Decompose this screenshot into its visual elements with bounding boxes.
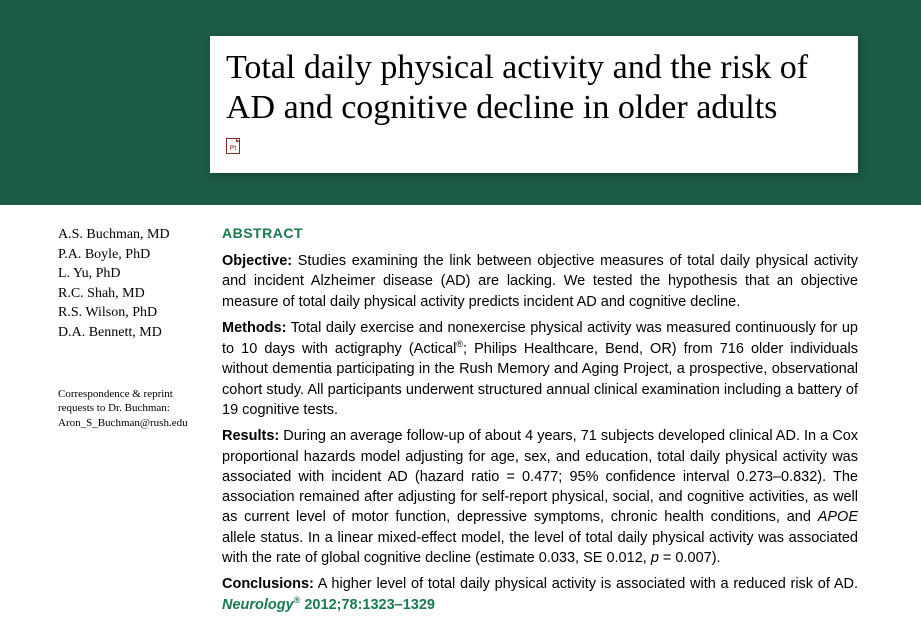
author-sidebar: A.S. Buchman, MD P.A. Boyle, PhD L. Yu, …: [58, 225, 208, 431]
citation: Neurology® 2012;78:1323–1329: [222, 597, 435, 613]
correspondence-email[interactable]: Aron_S_Buchman@rush.edu: [58, 417, 188, 429]
author-line: R.S. Wilson, PhD: [58, 303, 208, 323]
correspondence-block: Correspondence & reprint requests to Dr.…: [58, 387, 208, 432]
abstract-methods: Methods: Total daily exercise and nonexe…: [222, 318, 858, 420]
citation-journal: Neurology: [222, 597, 294, 613]
section-label-conclusions: Conclusions:: [222, 576, 314, 592]
svg-text:Pt: Pt: [230, 145, 237, 152]
section-label-methods: Methods:: [222, 320, 286, 336]
abstract-conclusions: Conclusions: A higher level of total dai…: [222, 574, 858, 615]
citation-rest: 2012;78:1323–1329: [300, 597, 435, 613]
correspondence-text: Correspondence & reprint: [58, 388, 173, 400]
section-label-results: Results:: [222, 428, 279, 444]
author-line: A.S. Buchman, MD: [58, 225, 208, 245]
abstract-objective-text: Studies examining the link between objec…: [222, 253, 858, 310]
abstract-results-text-pre: During an average follow-up of about 4 y…: [222, 428, 858, 525]
abstract-results: Results: During an average follow-up of …: [222, 426, 858, 568]
section-label-objective: Objective:: [222, 253, 292, 269]
abstract-main: ABSTRACT Objective: Studies examining th…: [222, 225, 858, 622]
author-line: L. Yu, PhD: [58, 264, 208, 284]
author-line: D.A. Bennett, MD: [58, 323, 208, 343]
author-line: R.C. Shah, MD: [58, 284, 208, 304]
p-value-symbol: p: [651, 550, 659, 566]
abstract-conclusions-text: A higher level of total daily physical a…: [318, 576, 858, 592]
correspondence-text: requests to Dr. Buchman:: [58, 402, 170, 414]
author-line: P.A. Boyle, PhD: [58, 245, 208, 265]
pdf-download-icon[interactable]: Pt: [226, 138, 240, 154]
apoe-gene: APOE: [818, 509, 858, 525]
abstract-results-text-mid: allele status. In a linear mixed-effect …: [222, 530, 858, 566]
title-card: Total daily physical activity and the ri…: [210, 36, 858, 173]
abstract-results-text-post: = 0.007).: [659, 550, 721, 566]
abstract-heading: ABSTRACT: [222, 225, 858, 241]
article-title: Total daily physical activity and the ri…: [226, 48, 842, 128]
abstract-objective: Objective: Studies examining the link be…: [222, 251, 858, 312]
